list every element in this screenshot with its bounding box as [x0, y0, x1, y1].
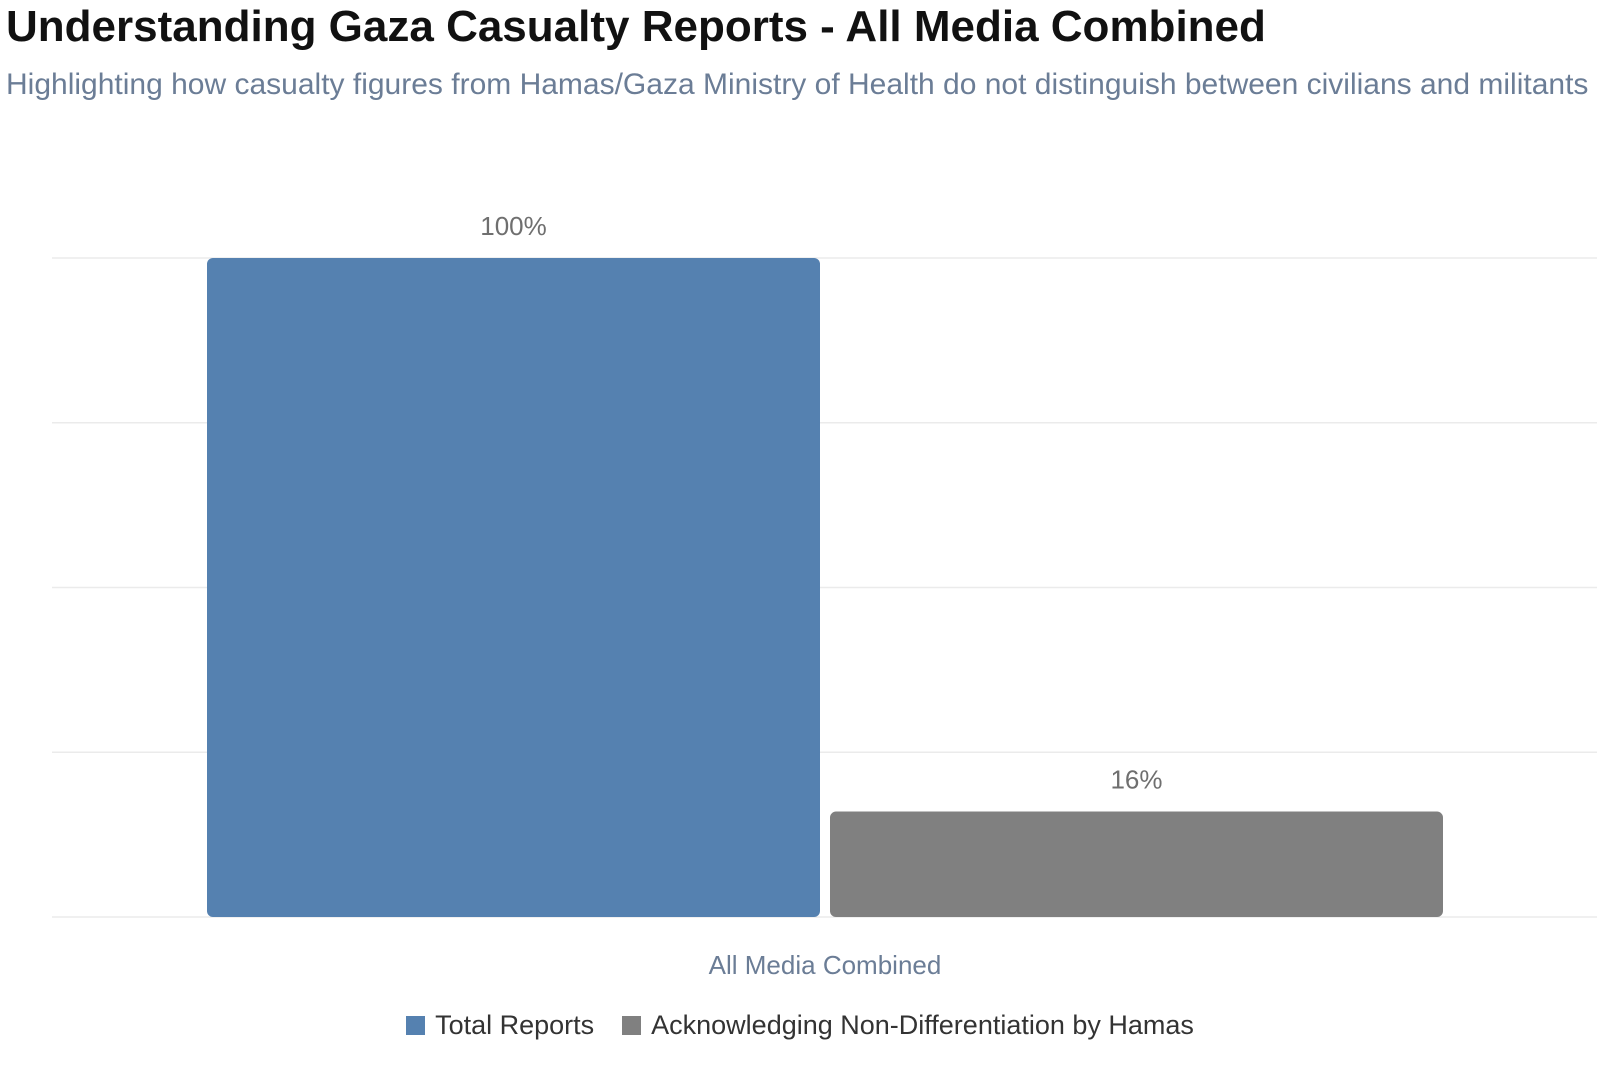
- legend-label: Total Reports: [435, 1010, 595, 1040]
- legend-item[interactable]: Total Reports: [406, 1010, 594, 1041]
- x-axis-tick-label: All Media Combined: [709, 950, 942, 980]
- bar-value-label: 100%: [480, 211, 547, 241]
- chart-title: Understanding Gaza Casualty Reports - Al…: [6, 2, 1266, 51]
- bar-non-differentiation: [830, 811, 1443, 917]
- legend-label: Acknowledging Non-Differentiation by Ham…: [651, 1010, 1194, 1040]
- chart-subtitle: Highlighting how casualty figures from H…: [6, 68, 1589, 101]
- bar-total-reports: [207, 258, 820, 917]
- bar-value-label: 16%: [1110, 765, 1162, 795]
- chart-legend: Total Reports Acknowledging Non-Different…: [0, 1010, 1600, 1041]
- legend-swatch: [622, 1016, 642, 1035]
- legend-item[interactable]: Acknowledging Non-Differentiation by Ham…: [622, 1010, 1194, 1041]
- legend-swatch: [406, 1016, 426, 1035]
